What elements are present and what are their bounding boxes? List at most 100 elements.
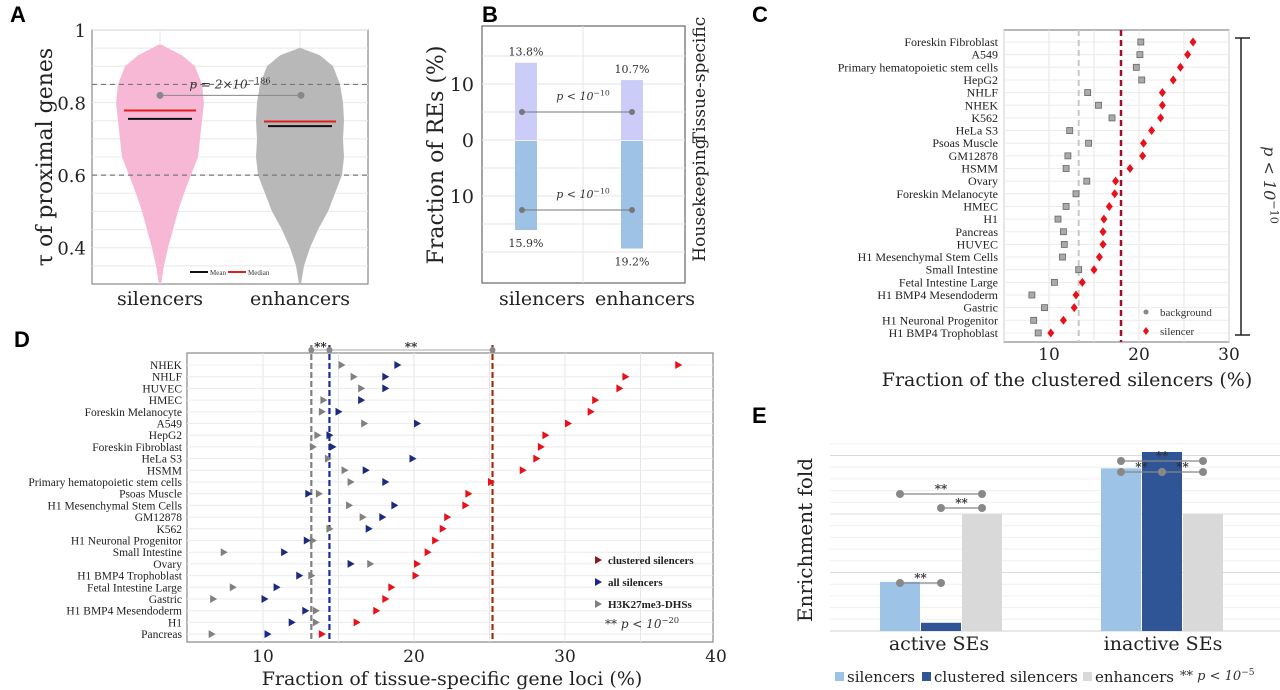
- legend-background-label: background: [1160, 307, 1212, 319]
- y-tick-label: H1 Neuronal Progenitor: [882, 313, 998, 327]
- x-tick-label: silencers: [117, 288, 203, 310]
- y-tick-label: Pancreas: [141, 629, 182, 641]
- y-tick-label: GM12878: [135, 512, 183, 524]
- all-silencer-point: [288, 618, 296, 627]
- all-silencer-point: [261, 595, 269, 603]
- h3k27me3-dhs-point: [312, 606, 320, 615]
- y-tick-label: Small Intestine: [113, 547, 182, 559]
- significance-dot: [1199, 468, 1207, 476]
- background-point: [1095, 101, 1102, 109]
- significance-dot: [326, 347, 333, 353]
- clustered-silencer-point: [373, 606, 381, 615]
- background-point: [1084, 89, 1092, 96]
- all-silencer-point: [296, 571, 304, 580]
- x-tick-label: active SEs: [889, 633, 989, 655]
- significance-dot: [308, 347, 315, 353]
- panel-e-bar-chart: ** ** ** ** ** ** Enrichment fold active SEs ina…: [793, 443, 1280, 686]
- y-tick-label: 0.8: [57, 94, 86, 115]
- background-point: [1060, 228, 1067, 236]
- h3k27me3-dhs-point: [320, 396, 328, 405]
- background-point: [1034, 329, 1042, 337]
- x-tick-label: inactive SEs: [1104, 633, 1223, 655]
- clustered-silencer-point: [519, 466, 527, 475]
- y-tick-label: Ovary: [968, 174, 998, 188]
- x-tick-label: 10: [252, 647, 274, 667]
- significance-stars: **: [955, 496, 968, 510]
- background-point: [1137, 38, 1145, 46]
- y-tick-label: GM12878: [949, 149, 998, 163]
- h3k27me3-dhs-point: [350, 372, 358, 381]
- background-point: [1108, 114, 1116, 122]
- background-point: [1075, 266, 1083, 274]
- x-tick-label: 30: [1218, 345, 1240, 365]
- significance-dot: [1158, 468, 1166, 476]
- y-tick-label: H1: [983, 212, 998, 226]
- y-tick-label: Gastric: [963, 301, 998, 315]
- clustered-silencer-point: [488, 478, 496, 486]
- p-value-annotation: p = 2×10−186: [189, 76, 270, 92]
- bar-value-label: 10.7%: [615, 63, 650, 76]
- silencer-point: [1169, 75, 1177, 85]
- clustered-silencer-point: [542, 431, 550, 440]
- clustered-silencer-point: [318, 630, 326, 639]
- legend-label-silencers: silencers: [847, 668, 915, 686]
- y-tick-label: H1 BMP4 Trophoblast: [77, 571, 183, 583]
- y-tick-label: 1: [75, 21, 86, 42]
- silencer-point: [1072, 290, 1080, 300]
- background-point: [1138, 76, 1146, 84]
- y-tick-label: HeLa S3: [956, 124, 998, 138]
- legend-swatch-enhancers: [1083, 672, 1092, 681]
- background-point: [1083, 177, 1091, 185]
- all-silencer-point: [379, 513, 387, 522]
- legend-swatch-clustered-silencers: [922, 672, 931, 681]
- significance-dot: [156, 91, 164, 99]
- significance-stars: **: [914, 571, 927, 585]
- background-point: [1051, 278, 1058, 286]
- significance-dot: [297, 91, 305, 99]
- bar-silencers: [1101, 468, 1141, 631]
- silencer-point: [1100, 214, 1108, 224]
- y-tick-label: A549: [156, 419, 182, 431]
- y-tick-label: Psoas Muscle: [119, 489, 182, 501]
- silencer-point: [1157, 113, 1165, 123]
- silencer-point: [1148, 126, 1156, 136]
- h3k27me3-dhs-point: [208, 630, 216, 639]
- bar-value-label: 13.8%: [509, 46, 544, 59]
- background-point: [1060, 240, 1068, 248]
- clustered-silencer-point: [592, 396, 600, 405]
- all-silencer-point: [305, 489, 313, 498]
- clustered-silencer-point: [414, 559, 422, 568]
- h3k27me3-dhs-point: [312, 618, 320, 627]
- background-point: [1062, 165, 1070, 172]
- y-tick-label: HMEC: [149, 395, 183, 407]
- significance-dot: [978, 490, 986, 498]
- y-tick-label: Foreskin Fibroblast: [92, 442, 183, 454]
- y-tick-label: Small Intestine: [926, 263, 998, 277]
- clustered-silencer-point: [462, 501, 470, 510]
- bar-tissue-specific: [515, 62, 537, 140]
- y-tick-label: H1: [168, 617, 182, 629]
- significance-stars: **: [935, 482, 948, 496]
- all-silencer-point: [394, 361, 402, 369]
- all-silencer-point: [382, 384, 390, 393]
- bar-housekeeping: [515, 141, 537, 231]
- significance-dot: [978, 504, 986, 512]
- y-tick-label: H1 Neuronal Progenitor: [71, 536, 182, 548]
- h3k27me3-dhs-point: [326, 524, 334, 533]
- y-tick-label: HUVEC: [957, 237, 998, 251]
- plot-area: [186, 352, 714, 643]
- h3k27me3-dhs-point: [318, 407, 326, 416]
- legend-label-enhancers: enhancers: [1095, 668, 1174, 686]
- panel-label-a: A: [10, 2, 26, 27]
- x-tick-label: silencers: [499, 288, 585, 310]
- y-tick-label: H1 BMP4 Mesendoderm: [66, 606, 182, 618]
- h3k27me3-dhs-point: [309, 442, 317, 451]
- silencer-point: [1111, 189, 1119, 199]
- y-tick-label: H1 Mesenchymal Stem Cells: [48, 500, 183, 512]
- y-tick-label: Ovary: [153, 559, 182, 571]
- y-tick-label: H1 Mesenchymal Stem Cells: [858, 250, 999, 264]
- x-tick-label: 20: [1128, 345, 1150, 365]
- panel-label-c: C: [752, 2, 768, 27]
- panel-a-violin-chart: silencers enhancers p = 2×10−186 0.4 0.6 0.8 1…: [33, 21, 369, 310]
